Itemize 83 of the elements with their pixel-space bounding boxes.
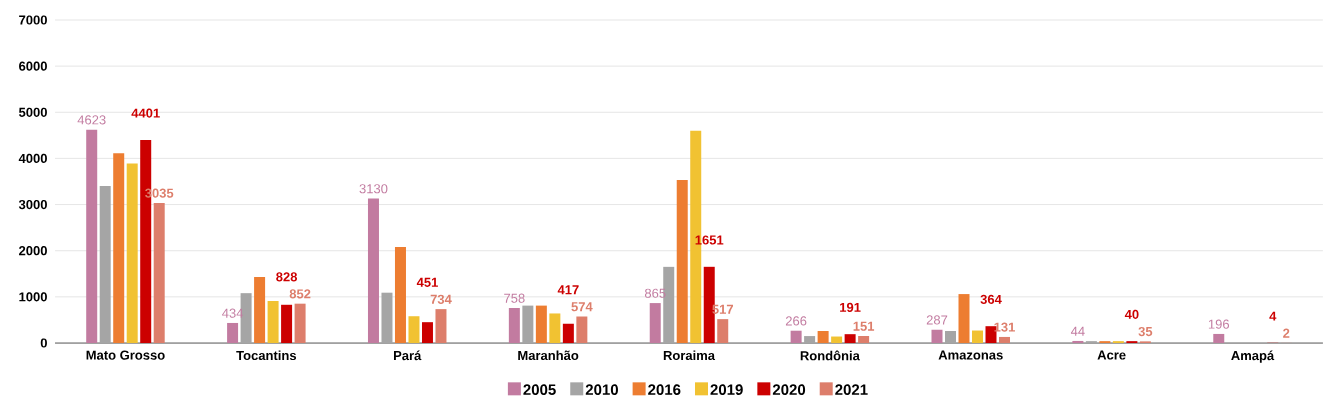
data-label: 35 [1138, 326, 1153, 337]
bar [86, 129, 98, 343]
data-label: 2 [1283, 328, 1290, 338]
data-label: 734 [430, 294, 452, 304]
bar [562, 323, 574, 343]
x-tick-label: Mato Grosso [86, 350, 165, 360]
x-tick-label: Maranhão [518, 350, 579, 361]
bar [254, 277, 266, 343]
y-tick-label: 6000 [19, 61, 47, 71]
bar [804, 336, 816, 343]
bar [972, 330, 983, 343]
x-tick-label: Roraima [663, 350, 716, 361]
data-label: 151 [853, 321, 875, 331]
data-label: 131 [994, 322, 1015, 332]
legend-label: 2020 [772, 384, 806, 395]
legend-label: 2016 [648, 384, 681, 395]
x-tick-label: Tocantins [236, 350, 297, 361]
bar [958, 294, 970, 343]
bar [535, 305, 547, 343]
y-tick-label: 5000 [18, 107, 47, 117]
x-tick-label: Pará [393, 350, 422, 361]
data-label: 364 [980, 294, 1002, 304]
bar [227, 322, 239, 343]
bar [999, 336, 1010, 343]
bar [381, 292, 393, 343]
x-tick-label: Amapá [1231, 350, 1275, 363]
bar [1213, 333, 1225, 343]
data-label: 266 [785, 316, 807, 326]
data-label: 451 [416, 277, 438, 287]
bar [267, 301, 279, 343]
data-label: 758 [504, 293, 525, 303]
data-label: 287 [926, 315, 948, 325]
legend-label: 2019 [710, 384, 743, 395]
legend-label: 2021 [835, 384, 868, 395]
bar [408, 316, 420, 343]
bar [294, 303, 306, 343]
data-label: 4 [1269, 311, 1277, 321]
bar [281, 304, 293, 343]
data-label: 4623 [77, 115, 106, 125]
bar [576, 316, 588, 343]
bar [817, 330, 829, 343]
bar [1072, 340, 1084, 343]
bar [945, 330, 956, 343]
bar [394, 247, 406, 343]
legend-label: 2010 [585, 384, 618, 395]
data-label: 196 [1208, 319, 1230, 329]
bar [931, 329, 943, 343]
bar [676, 180, 688, 343]
bar [508, 308, 520, 343]
bar [435, 309, 447, 343]
data-label: 828 [276, 272, 298, 282]
data-label: 4401 [131, 108, 160, 118]
legend-label: 2005 [523, 384, 556, 395]
y-tick-label: 7000 [19, 15, 47, 25]
bar [790, 330, 802, 343]
bar [153, 202, 165, 343]
x-tick-label: Amazonas [938, 350, 1003, 360]
y-tick-label: 3000 [18, 199, 47, 210]
data-label: 191 [840, 302, 861, 312]
bar [717, 319, 729, 343]
bar [367, 198, 379, 343]
y-tick-label: 2000 [19, 246, 47, 256]
bar [549, 313, 561, 343]
x-tick-label: Acre [1097, 350, 1126, 360]
bar [126, 163, 138, 343]
data-label: 40 [1124, 309, 1139, 319]
y-tick-label: 0 [40, 338, 47, 348]
data-label: 417 [557, 285, 579, 295]
y-tick-label: 1000 [19, 292, 47, 302]
bar [858, 336, 870, 343]
bar [831, 336, 843, 343]
bar [99, 186, 111, 343]
bar [844, 334, 856, 343]
data-label: 574 [571, 302, 593, 312]
bar [649, 303, 661, 343]
data-label: 3130 [359, 184, 388, 194]
x-tick-label: Rondônia [800, 350, 860, 361]
bar [522, 305, 534, 343]
bar [421, 322, 433, 343]
data-label: 44 [1070, 326, 1085, 336]
bar [113, 153, 125, 343]
data-label: 852 [289, 289, 311, 299]
y-tick-label: 4000 [18, 153, 47, 164]
